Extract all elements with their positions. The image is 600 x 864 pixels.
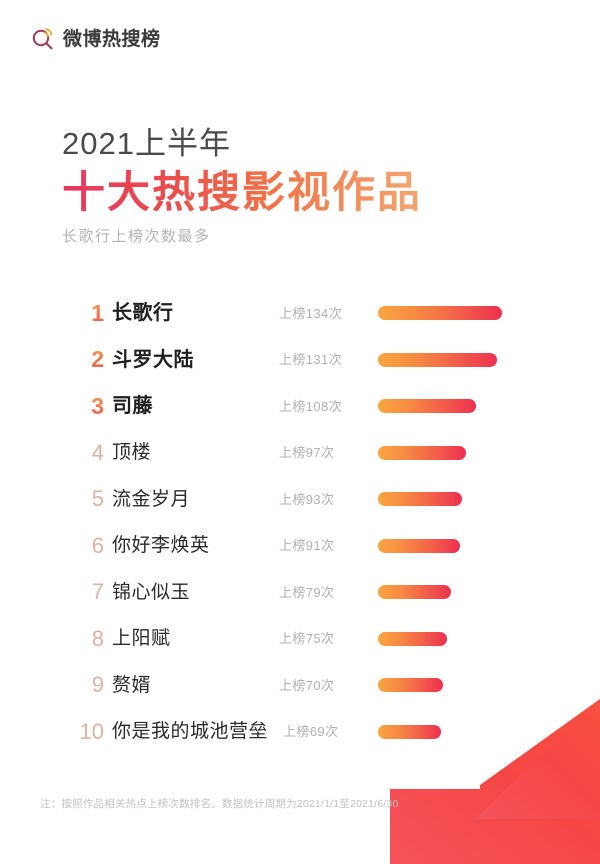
rank-number: 7 [91, 579, 104, 605]
brand-name: 微博热搜榜 [63, 28, 161, 50]
search-magnifier-icon [30, 26, 56, 52]
appearance-count: 上榜91次 [279, 538, 335, 554]
appearance-count: 上榜93次 [279, 491, 335, 507]
rank-number: 8 [91, 625, 104, 651]
appearance-count: 上榜108次 [279, 398, 343, 414]
footnote: 注：按照作品相关热点上榜次数排名。数据统计周期为2021/1/1至2021/6/… [40, 798, 399, 810]
work-title[interactable]: 司藤 [112, 395, 153, 418]
table-row[interactable]: 3 司藤 上榜108次 [0, 383, 600, 430]
value-bar [378, 399, 476, 414]
appearance-count: 上榜69次 [283, 724, 339, 740]
value-bar [378, 445, 466, 460]
value-bar [378, 631, 447, 646]
work-title[interactable]: 长歌行 [112, 302, 174, 325]
table-row[interactable]: 7 锦心似玉 上榜79次 [0, 569, 600, 616]
table-row[interactable]: 10 你是我的城池营垒 上榜69次 [0, 709, 600, 756]
value-bar [378, 306, 502, 321]
appearance-count: 上榜131次 [279, 352, 343, 368]
work-title[interactable]: 赘婿 [112, 674, 152, 696]
rank-number: 9 [91, 672, 104, 698]
rank-number: 5 [91, 486, 104, 512]
brand-logo: 微博热搜榜 [30, 26, 161, 52]
heading-block: 2021上半年 十大热搜影视作品 长歌行上榜次数最多 [62, 125, 422, 247]
appearance-count: 上榜134次 [279, 305, 343, 321]
rank-number: 10 [79, 718, 104, 744]
table-row[interactable]: 5 流金岁月 上榜93次 [0, 476, 600, 523]
table-row[interactable]: 8 上阳赋 上榜75次 [0, 616, 600, 663]
work-title[interactable]: 你是我的城池营垒 [112, 721, 269, 743]
work-title[interactable]: 锦心似玉 [112, 581, 191, 603]
work-title[interactable]: 流金岁月 [112, 488, 191, 510]
value-bar [378, 352, 497, 367]
title-year: 2021上半年 [62, 126, 231, 161]
table-row[interactable]: 6 你好李焕英 上榜91次 [0, 523, 600, 570]
work-title[interactable]: 上阳赋 [112, 628, 171, 650]
rank-number: 6 [91, 532, 104, 558]
work-title[interactable]: 顶楼 [112, 442, 152, 464]
ranking-list: 1 长歌行 上榜134次 2 斗罗大陆 上榜131次 3 司藤 上榜108次 4 顶楼 上榜97次 5 流… [0, 290, 600, 755]
value-bar [378, 724, 441, 739]
rank-number: 2 [68, 348, 104, 371]
appearance-count: 上榜70次 [279, 677, 335, 693]
table-row[interactable]: 9 赘婿 上榜70次 [0, 662, 600, 709]
rank-number: 4 [91, 439, 104, 465]
work-title[interactable]: 你好李焕英 [112, 535, 210, 557]
rank-number: 3 [68, 394, 104, 418]
table-row[interactable]: 4 顶楼 上榜97次 [0, 430, 600, 477]
appearance-count: 上榜97次 [279, 445, 335, 461]
value-bar [378, 678, 443, 693]
value-bar [378, 492, 462, 507]
value-bar [378, 585, 451, 600]
work-title[interactable]: 斗罗大陆 [112, 348, 194, 371]
page-subtitle: 长歌行上榜次数最多 [62, 228, 211, 246]
value-bar [378, 538, 460, 553]
table-row[interactable]: 1 长歌行 上榜134次 [0, 290, 600, 337]
table-row[interactable]: 2 斗罗大陆 上榜131次 [0, 337, 600, 384]
appearance-count: 上榜79次 [279, 584, 335, 600]
page-title: 十大热搜影视作品 [62, 168, 422, 217]
appearance-count: 上榜75次 [279, 631, 335, 647]
rank-number: 1 [68, 301, 104, 325]
